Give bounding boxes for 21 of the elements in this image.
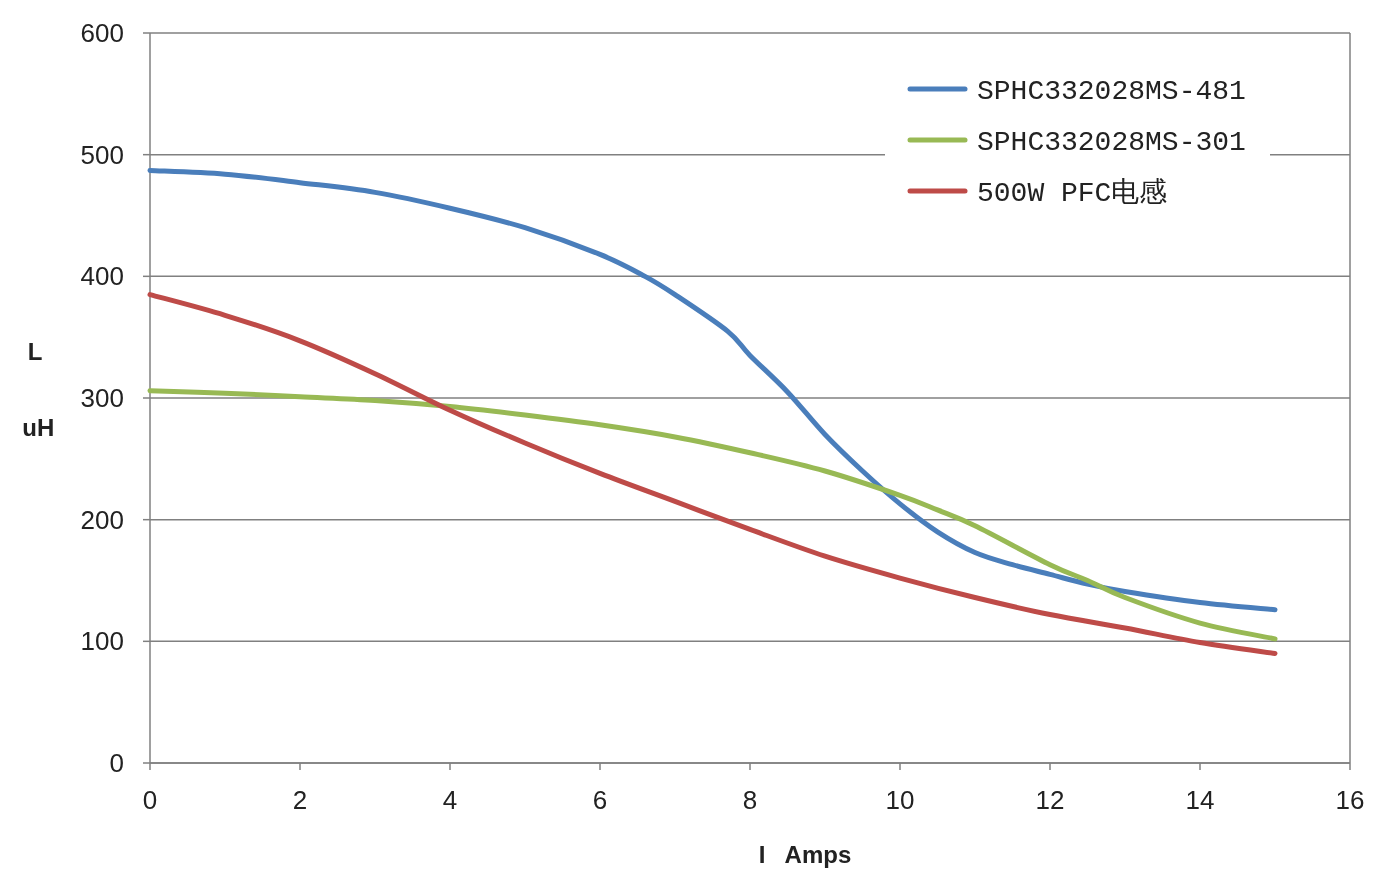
x-tick-label: 8 bbox=[742, 785, 758, 815]
y-tick-label: 500 bbox=[80, 139, 124, 170]
x-tick-label: 2 bbox=[292, 785, 308, 815]
y-tick-label: 600 bbox=[80, 18, 124, 48]
y-tick-label: 400 bbox=[80, 261, 124, 292]
legend-label: SPHC332028MS-301 bbox=[977, 127, 1246, 158]
x-tick-label: 6 bbox=[592, 785, 608, 815]
x-tick-label: 12 bbox=[1035, 785, 1065, 815]
y-tick-label: 300 bbox=[80, 383, 124, 413]
y-tick-label: 200 bbox=[80, 504, 124, 535]
text: L uH bbox=[22, 338, 55, 441]
x-axis-title: I Amps bbox=[758, 841, 852, 868]
x-tick-label: 16 bbox=[1335, 785, 1365, 815]
x-tick-label: 4 bbox=[442, 785, 458, 815]
y-tick-label: 0 bbox=[109, 748, 124, 778]
x-tick-label: 0 bbox=[142, 785, 158, 815]
legend-label: SPHC332028MS-481 bbox=[977, 76, 1246, 107]
x-tick-label: 14 bbox=[1185, 785, 1215, 815]
x-tick-label: 10 bbox=[885, 785, 915, 815]
legend-label: 500W PFC电感 bbox=[977, 177, 1168, 209]
y-tick-label: 100 bbox=[80, 626, 124, 657]
